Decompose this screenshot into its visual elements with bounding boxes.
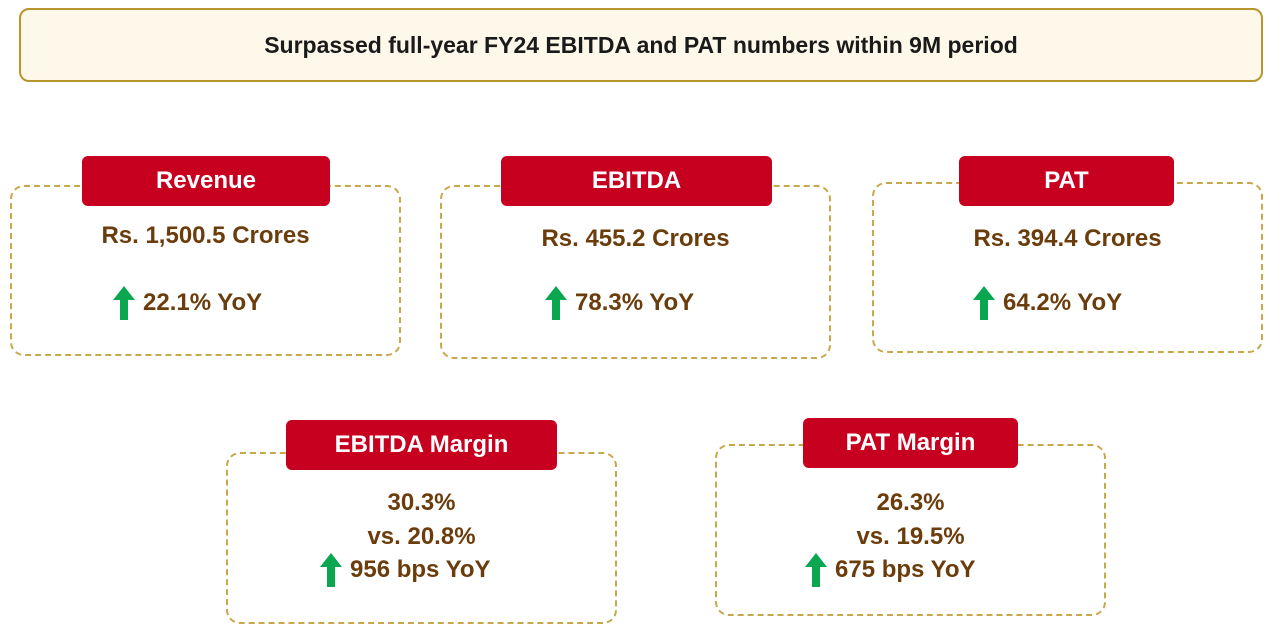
pat-margin-growth-text: 675 bps YoY (835, 556, 976, 583)
ebitda-growth: 78.3% YoY (545, 286, 694, 320)
headline-title: Surpassed full-year FY24 EBITDA and PAT … (264, 31, 1018, 58)
up-arrow-icon (320, 553, 342, 587)
up-arrow-icon (545, 286, 567, 320)
up-arrow-icon (113, 286, 135, 320)
ebitda-margin-growth: 956 bps YoY (320, 553, 491, 587)
ebitda-growth-text: 78.3% YoY (575, 289, 695, 316)
ebitda-margin-previous: vs. 20.8% (367, 523, 476, 550)
ebitda-margin-growth-text: 956 bps YoY (350, 556, 491, 583)
pat-card (872, 182, 1263, 353)
pat-margin-current: 26.3% (876, 489, 945, 516)
headline-banner: Surpassed full-year FY24 EBITDA and PAT … (19, 8, 1263, 82)
ebitda-card (440, 185, 831, 359)
up-arrow-icon (805, 553, 827, 587)
pat-growth-text: 64.2% YoY (1003, 289, 1123, 316)
revenue-card (10, 185, 401, 356)
pat-amount: Rs. 394.4 Crores (973, 225, 1162, 252)
revenue-label: Revenue (82, 156, 330, 206)
pat-label: PAT (959, 156, 1174, 206)
ebitda-margin-current: 30.3% (387, 489, 456, 516)
pat-margin-label: PAT Margin (803, 418, 1018, 468)
ebitda-label: EBITDA (501, 156, 772, 206)
pat-growth: 64.2% YoY (973, 286, 1122, 320)
up-arrow-icon (973, 286, 995, 320)
pat-margin-growth: 675 bps YoY (805, 553, 976, 587)
revenue-amount: Rs. 1,500.5 Crores (101, 222, 310, 249)
pat-margin-previous: vs. 19.5% (856, 523, 965, 550)
ebitda-margin-label: EBITDA Margin (286, 420, 557, 470)
revenue-growth-text: 22.1% YoY (143, 289, 263, 316)
revenue-growth: 22.1% YoY (113, 286, 262, 320)
ebitda-amount: Rs. 455.2 Crores (541, 225, 730, 252)
